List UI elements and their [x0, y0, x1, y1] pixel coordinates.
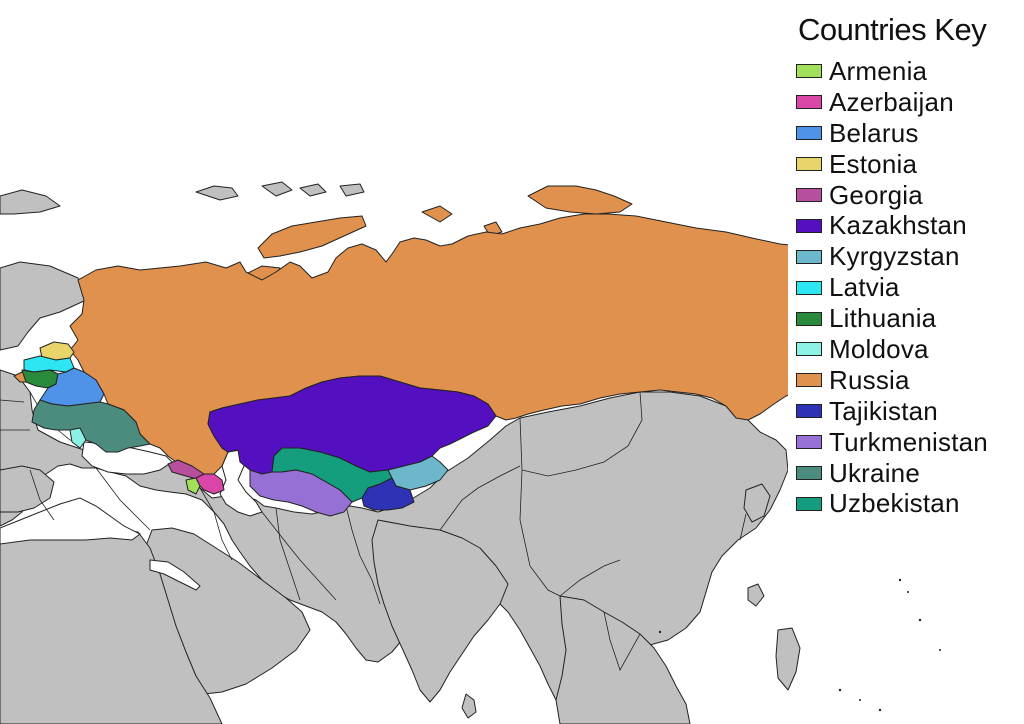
legend-item-latvia: Latvia: [796, 272, 988, 303]
legend-swatch-uzbekistan: [796, 496, 822, 511]
legend-swatch-georgia: [796, 188, 822, 202]
legend-swatch-lithuania: [796, 311, 822, 326]
country-tajikistan: [361, 477, 415, 511]
legend-swatch-azerbaijan: [796, 95, 822, 110]
legend-swatch-kazakhstan: [796, 218, 822, 233]
legend-label: Azerbaijan: [829, 86, 954, 117]
legend-swatch-ukraine: [796, 466, 822, 481]
legend-label: Ukraine: [829, 457, 920, 488]
seas: [0, 441, 263, 591]
legend-item-ukraine: Ukraine: [796, 458, 988, 489]
legend-label: Uzbekistan: [829, 488, 960, 519]
legend-swatch-moldova: [796, 342, 822, 357]
legend-item-tajikistan: Tajikistan: [796, 396, 988, 427]
legend-item-georgia: Georgia: [796, 180, 988, 211]
legend-swatch-russia: [796, 373, 822, 388]
legend-label: Russia: [829, 364, 910, 395]
legend-label: Turkmenistan: [829, 426, 988, 457]
legend-swatch-kyrgyzstan: [796, 249, 822, 264]
legend-title: Countries Key: [798, 12, 987, 47]
legend-swatch-estonia: [796, 157, 822, 172]
legend-item-lithuania: Lithuania: [796, 303, 988, 334]
legend-item-kazakhstan: Kazakhstan: [796, 210, 988, 241]
legend-item-belarus: Belarus: [796, 118, 988, 149]
legend-item-moldova: Moldova: [796, 334, 988, 365]
legend-label: Estonia: [829, 148, 918, 179]
legend-label: Armenia: [829, 55, 928, 86]
legend-label: Kazakhstan: [829, 210, 967, 241]
country-moldova: [69, 427, 87, 449]
legend-item-turkmenistan: Turkmenistan: [796, 427, 988, 458]
legend-label: Belarus: [829, 117, 919, 148]
legend-item-armenia: Armenia: [796, 56, 988, 87]
legend-label: Georgia: [829, 179, 923, 210]
country-latvia: [23, 355, 75, 373]
legend-label: Latvia: [829, 272, 900, 303]
legend-swatch-belarus: [796, 126, 822, 141]
country-azerbaijan: [195, 473, 225, 495]
legend-label: Moldova: [829, 333, 929, 364]
legend-item-russia: Russia: [796, 365, 988, 396]
legend-label: Kyrgyzstan: [829, 241, 960, 272]
country-ukraine: [31, 399, 151, 453]
legend-label: Lithuania: [829, 303, 937, 334]
islands: [658, 578, 941, 712]
legend-swatch-latvia: [796, 280, 822, 295]
country-armenia: [185, 477, 201, 495]
legend-item-uzbekistan: Uzbekistan: [796, 488, 988, 519]
legend-item-estonia: Estonia: [796, 149, 988, 180]
legend-swatch-armenia: [796, 64, 822, 79]
legend-item-kyrgyzstan: Kyrgyzstan: [796, 241, 988, 272]
legend-swatch-tajikistan: [796, 404, 822, 419]
legend-list: Armenia Azerbaijan Belarus Estonia Georgia Ka…: [796, 56, 988, 519]
legend-swatch-turkmenistan: [796, 435, 822, 450]
legend-label: Tajikistan: [829, 395, 938, 426]
legend-item-azerbaijan: Azerbaijan: [796, 87, 988, 118]
legend: Countries Key Armenia Azerbaijan Belarus Es…: [788, 4, 1024, 524]
country-turkmenistan: [249, 469, 353, 517]
other-countries: [0, 189, 1024, 724]
